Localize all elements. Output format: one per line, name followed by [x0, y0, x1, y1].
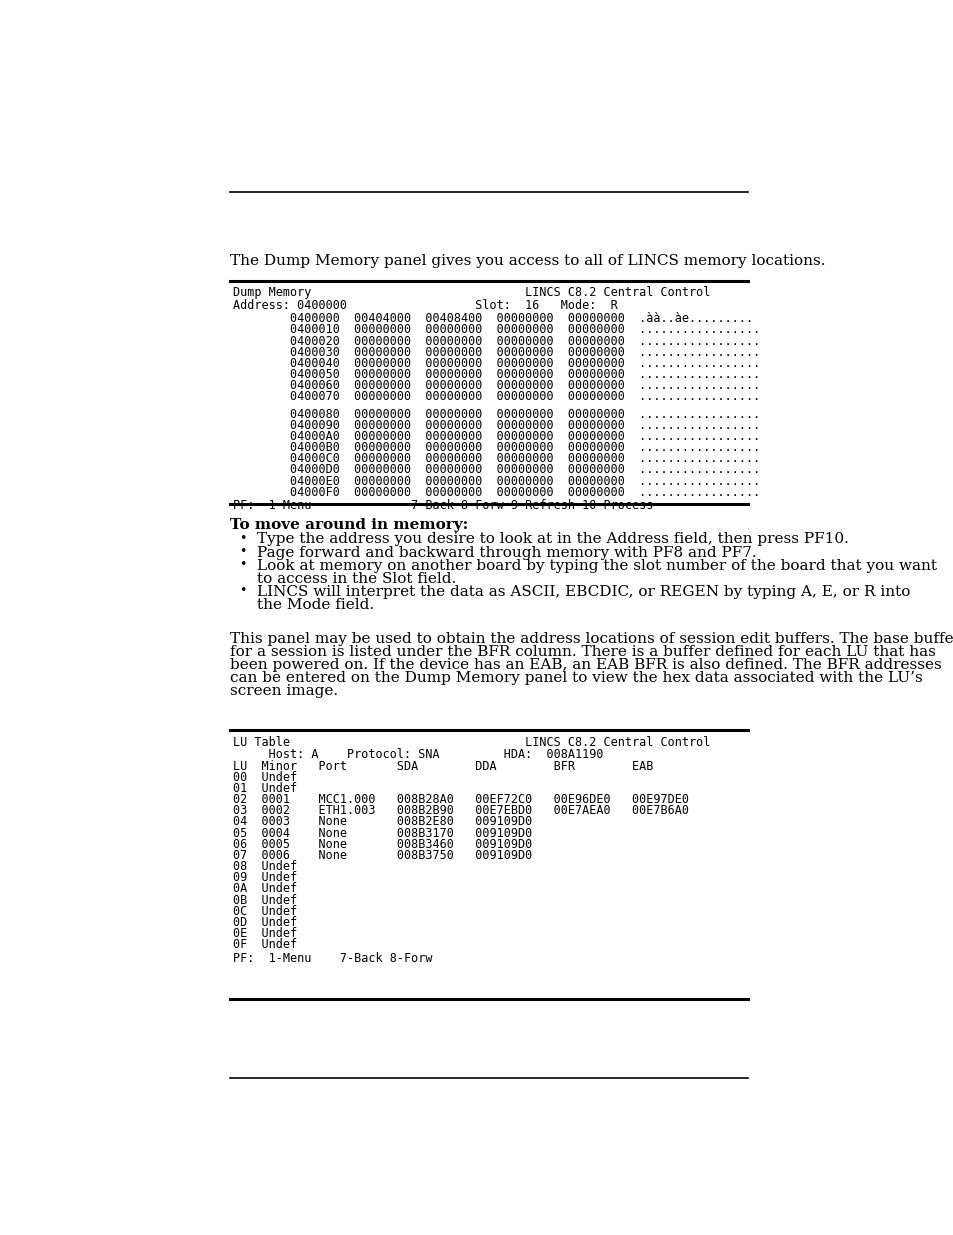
Text: •: •: [239, 558, 247, 571]
Text: 0400080  00000000  00000000  00000000  00000000  .................: 0400080 00000000 00000000 00000000 00000…: [233, 408, 760, 421]
Text: 0400070  00000000  00000000  00000000  00000000  .................: 0400070 00000000 00000000 00000000 00000…: [233, 390, 760, 404]
Text: 0400000  00404000  00408400  00000000  00000000  .àà..àe.........: 0400000 00404000 00408400 00000000 00000…: [233, 312, 753, 325]
Text: screen image.: screen image.: [230, 684, 338, 698]
Text: 06  0005    None       008B3460   009109D0: 06 0005 None 008B3460 009109D0: [233, 837, 532, 851]
Text: 04  0003    None       008B2E80   009109D0: 04 0003 None 008B2E80 009109D0: [233, 815, 532, 829]
Text: 02  0001    MCC1.000   008B28A0   00EF72C0   00E96DE0   00E97DE0: 02 0001 MCC1.000 008B28A0 00EF72C0 00E96…: [233, 793, 688, 806]
Text: 04000D0  00000000  00000000  00000000  00000000  .................: 04000D0 00000000 00000000 00000000 00000…: [233, 463, 760, 477]
Text: •: •: [239, 545, 247, 558]
Text: 04000F0  00000000  00000000  00000000  00000000  .................: 04000F0 00000000 00000000 00000000 00000…: [233, 485, 760, 499]
Text: 09  Undef: 09 Undef: [233, 871, 297, 884]
Text: This panel may be used to obtain the address locations of session edit buffers. : This panel may be used to obtain the add…: [230, 632, 953, 646]
Text: LU Table                                 LINCS C8.2 Central Control: LU Table LINCS C8.2 Central Control: [233, 736, 710, 748]
Text: 00  Undef: 00 Undef: [233, 771, 297, 784]
Text: Page forward and backward through memory with PF8 and PF7.: Page forward and backward through memory…: [257, 546, 756, 559]
Text: to access in the Slot field.: to access in the Slot field.: [257, 572, 456, 585]
Text: PF:  1-Menu              7-Back 8-Forw 9-Refresh 10-Process: PF: 1-Menu 7-Back 8-Forw 9-Refresh 10-Pr…: [233, 499, 653, 513]
Text: •: •: [239, 584, 247, 597]
Text: 01  Undef: 01 Undef: [233, 782, 297, 795]
Text: the Mode field.: the Mode field.: [257, 598, 374, 611]
Text: Host: A    Protocol: SNA         HDA:  008A1190: Host: A Protocol: SNA HDA: 008A1190: [233, 748, 603, 762]
Text: 0E  Undef: 0E Undef: [233, 927, 297, 940]
Text: 0400050  00000000  00000000  00000000  00000000  .................: 0400050 00000000 00000000 00000000 00000…: [233, 368, 760, 382]
Text: 05  0004    None       008B3170   009109D0: 05 0004 None 008B3170 009109D0: [233, 826, 532, 840]
Text: 04000A0  00000000  00000000  00000000  00000000  .................: 04000A0 00000000 00000000 00000000 00000…: [233, 430, 760, 443]
Text: 0D  Undef: 0D Undef: [233, 916, 297, 929]
Text: 04000E0  00000000  00000000  00000000  00000000  .................: 04000E0 00000000 00000000 00000000 00000…: [233, 474, 760, 488]
Text: Look at memory on another board by typing the slot number of the board that you : Look at memory on another board by typin…: [257, 558, 936, 573]
Text: 0400010  00000000  00000000  00000000  00000000  .................: 0400010 00000000 00000000 00000000 00000…: [233, 324, 760, 336]
Text: To move around in memory:: To move around in memory:: [230, 517, 468, 532]
Text: 0F  Undef: 0F Undef: [233, 939, 297, 951]
Text: 03  0002    ETH1.003   008B2B90   00E7EBD0   00E7AEA0   00E7B6A0: 03 0002 ETH1.003 008B2B90 00E7EBD0 00E7A…: [233, 804, 688, 818]
Text: 07  0006    None       008B3750   009109D0: 07 0006 None 008B3750 009109D0: [233, 848, 532, 862]
Text: can be entered on the Dump Memory panel to view the hex data associated with the: can be entered on the Dump Memory panel …: [230, 671, 922, 685]
Text: 04000C0  00000000  00000000  00000000  00000000  .................: 04000C0 00000000 00000000 00000000 00000…: [233, 452, 760, 466]
Text: •: •: [239, 531, 247, 545]
Text: 0A  Undef: 0A Undef: [233, 882, 297, 895]
Text: 0400030  00000000  00000000  00000000  00000000  .................: 0400030 00000000 00000000 00000000 00000…: [233, 346, 760, 358]
Text: been powered on. If the device has an EAB, an EAB BFR is also defined. The BFR a: been powered on. If the device has an EA…: [230, 658, 941, 672]
Text: Type the address you desire to look at in the Address field, then press PF10.: Type the address you desire to look at i…: [257, 532, 848, 546]
Text: 04000B0  00000000  00000000  00000000  00000000  .................: 04000B0 00000000 00000000 00000000 00000…: [233, 441, 760, 454]
Text: The Dump Memory panel gives you access to all of LINCS memory locations.: The Dump Memory panel gives you access t…: [230, 253, 824, 268]
Text: LU  Minor   Port       SDA        DDA        BFR        EAB: LU Minor Port SDA DDA BFR EAB: [233, 760, 653, 773]
Text: 0400090  00000000  00000000  00000000  00000000  .................: 0400090 00000000 00000000 00000000 00000…: [233, 419, 760, 432]
Text: PF:  1-Menu    7-Back 8-Forw: PF: 1-Menu 7-Back 8-Forw: [233, 952, 433, 965]
Text: 0400020  00000000  00000000  00000000  00000000  .................: 0400020 00000000 00000000 00000000 00000…: [233, 335, 760, 347]
Text: 0B  Undef: 0B Undef: [233, 894, 297, 906]
Text: Address: 0400000                  Slot:  16   Mode:  R: Address: 0400000 Slot: 16 Mode: R: [233, 299, 618, 311]
Text: 0400060  00000000  00000000  00000000  00000000  .................: 0400060 00000000 00000000 00000000 00000…: [233, 379, 760, 393]
Text: Dump Memory                              LINCS C8.2 Central Control: Dump Memory LINCS C8.2 Central Control: [233, 287, 710, 299]
Text: 0400040  00000000  00000000  00000000  00000000  .................: 0400040 00000000 00000000 00000000 00000…: [233, 357, 760, 369]
Text: 08  Undef: 08 Undef: [233, 860, 297, 873]
Text: for a session is listed under the BFR column. There is a buffer defined for each: for a session is listed under the BFR co…: [230, 645, 935, 658]
Text: 0C  Undef: 0C Undef: [233, 905, 297, 918]
Text: LINCS will interpret the data as ASCII, EBCDIC, or REGEN by typing A, E, or R in: LINCS will interpret the data as ASCII, …: [257, 585, 909, 599]
